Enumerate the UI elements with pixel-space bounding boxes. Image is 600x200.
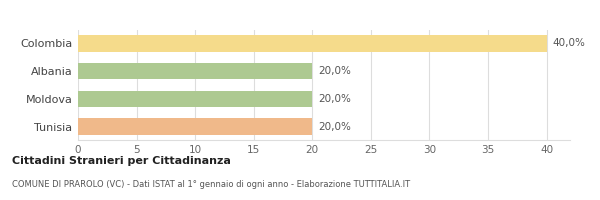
Text: 20,0%: 20,0%	[318, 94, 351, 104]
Bar	[78, 91, 312, 107]
Text: Cittadini Stranieri per Cittadinanza: Cittadini Stranieri per Cittadinanza	[12, 156, 231, 166]
Bar	[78, 63, 312, 79]
Text: 40,0%: 40,0%	[553, 38, 586, 48]
Text: COMUNE DI PRAROLO (VC) - Dati ISTAT al 1° gennaio di ogni anno - Elaborazione TU: COMUNE DI PRAROLO (VC) - Dati ISTAT al 1…	[12, 180, 410, 189]
Bar	[78, 118, 312, 135]
Text: 20,0%: 20,0%	[318, 66, 351, 76]
Bar	[78, 35, 547, 52]
Text: 20,0%: 20,0%	[318, 122, 351, 132]
